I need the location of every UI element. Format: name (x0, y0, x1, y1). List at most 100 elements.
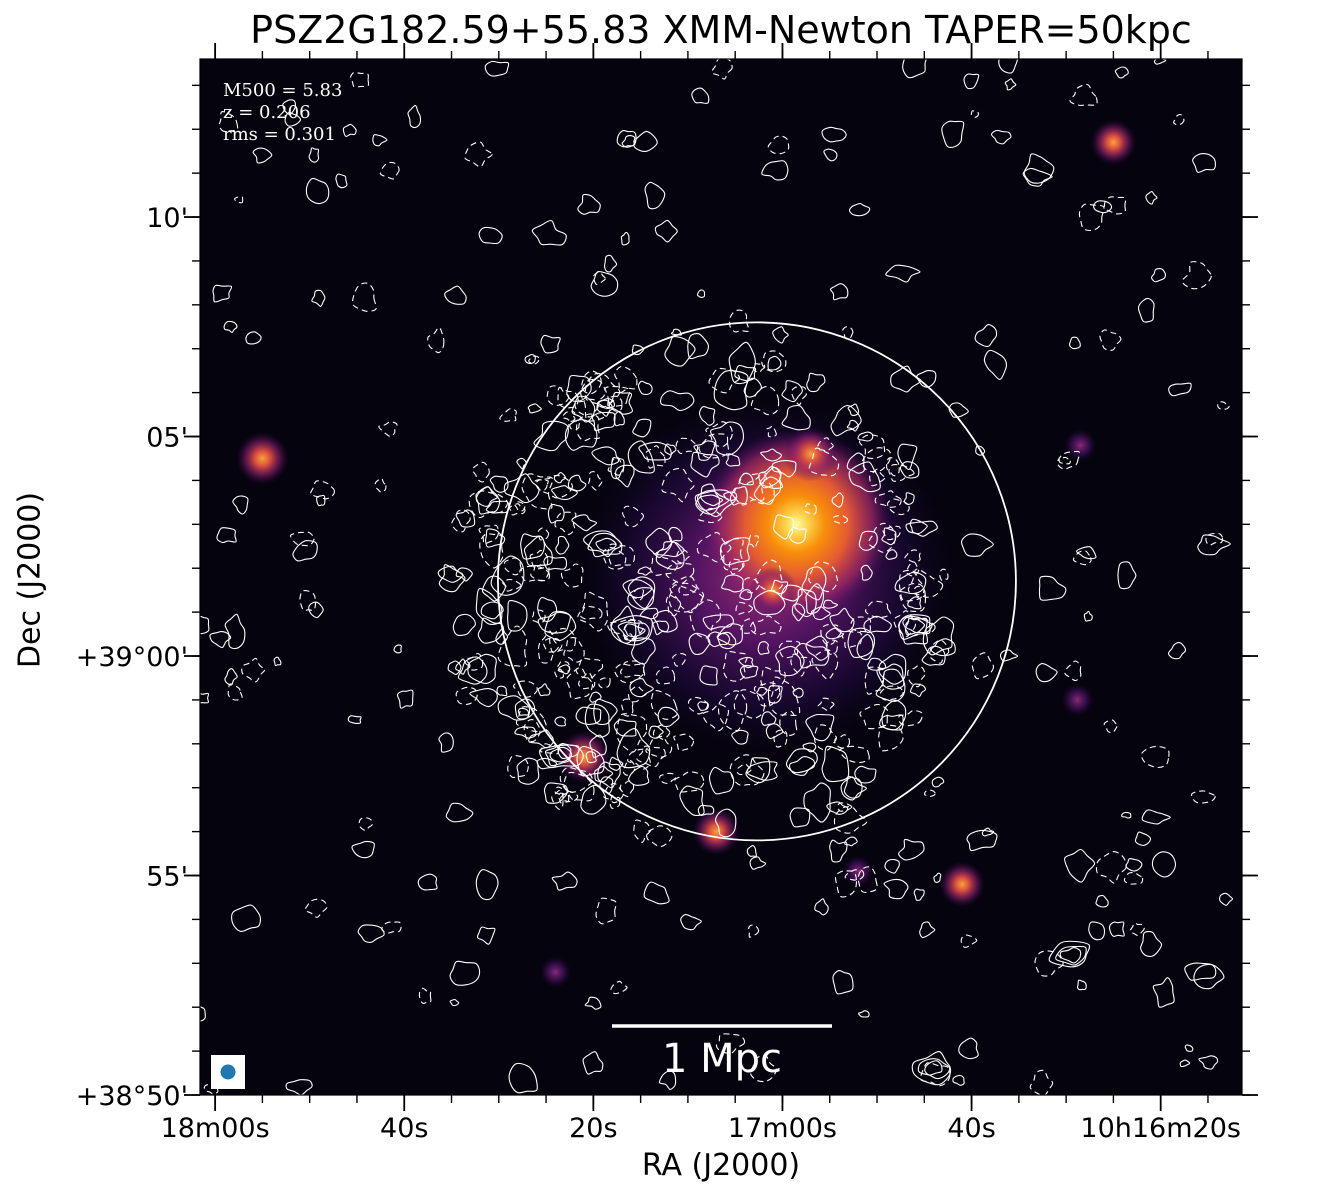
radio-contour (514, 501, 526, 512)
radio-contour (884, 858, 900, 874)
radio-contour (1056, 450, 1081, 470)
radio-contour (1167, 642, 1187, 660)
radio-contour (551, 485, 578, 501)
radio-contour (913, 888, 925, 901)
radio-contour (503, 473, 540, 504)
radio-contour (847, 627, 875, 659)
radio-contour (1029, 1069, 1054, 1095)
radio-contour (1141, 809, 1171, 825)
radio-contour (898, 569, 925, 602)
radio-contour (781, 404, 811, 431)
radio-contour (200, 1006, 206, 1022)
y-tick-label: 55' (146, 862, 188, 893)
radio-contour (549, 628, 576, 654)
radio-contour (650, 690, 679, 720)
radio-contour (1064, 848, 1096, 883)
radio-contour (245, 331, 262, 345)
radio-contour (907, 568, 944, 598)
radio-contour (960, 934, 978, 949)
radio-contour (1064, 660, 1082, 682)
radio-contour (697, 804, 715, 817)
radio-contour (372, 134, 388, 147)
radio-contour (790, 386, 807, 406)
radio-contour (200, 692, 210, 704)
radio-contour (1145, 190, 1158, 205)
radio-contour (609, 795, 621, 809)
radio-contour (643, 881, 670, 905)
radio-contour (575, 657, 604, 679)
radio-contour (864, 666, 885, 695)
radio-contour (576, 745, 605, 777)
radio-contour (563, 637, 585, 663)
radio-contour (803, 782, 831, 823)
radio-contour (904, 617, 936, 637)
radio-contour (308, 601, 324, 619)
radio-contour (304, 898, 328, 918)
radio-contour (822, 599, 839, 609)
xray-point-source (1060, 683, 1095, 717)
radio-contour (637, 380, 653, 395)
radio-contour (1134, 831, 1152, 846)
radio-contour (842, 326, 854, 340)
radio-contour (595, 897, 617, 925)
radio-contour (528, 729, 554, 749)
radio-contour (750, 385, 780, 416)
radio-contour (595, 537, 617, 552)
radio-contour (631, 587, 645, 601)
radio-contour (829, 839, 848, 863)
radio-contour (756, 686, 768, 696)
radio-contour (886, 498, 910, 516)
radio-contour (882, 525, 901, 541)
radio-contour (792, 687, 804, 698)
radio-contour (1048, 940, 1091, 968)
radio-contour (632, 418, 652, 438)
radio-contour (496, 685, 508, 697)
radio-contour (696, 489, 736, 518)
radio-contour (584, 703, 610, 738)
radio-contour (826, 801, 849, 815)
radio-contour (960, 533, 994, 557)
radio-contour (516, 457, 527, 470)
radio-contour (846, 420, 860, 432)
radio-contour (576, 413, 601, 442)
radio-contour (749, 1054, 777, 1083)
radio-contour (241, 657, 266, 683)
radio-contour (393, 644, 402, 654)
scale-bar-label: 1 Mpc (662, 1036, 782, 1082)
radio-contour (745, 473, 775, 505)
radio-contour (775, 645, 805, 677)
radio-contour (722, 650, 748, 682)
radio-contour (535, 479, 549, 492)
radio-contour (381, 921, 402, 934)
radio-contour (714, 808, 737, 838)
radio-contour (883, 878, 909, 900)
radio-contour (591, 446, 620, 466)
radio-contour (489, 475, 509, 493)
radio-contour (767, 355, 782, 371)
radio-contour (694, 490, 730, 511)
radio-contour (1076, 979, 1087, 991)
radio-contour (531, 219, 567, 246)
radio-contour (610, 457, 625, 480)
rms-label: rms = 0.301 (223, 124, 336, 145)
radio-contour (974, 324, 998, 347)
radio-contour (582, 1051, 604, 1075)
radio-contour (622, 579, 653, 599)
radio-contour (560, 563, 584, 588)
radio-contour (478, 226, 503, 245)
radio-contour (907, 596, 922, 610)
radio-contour (566, 666, 593, 700)
radio-contour (761, 350, 787, 373)
radio-contour (753, 476, 782, 505)
radio-contour (577, 193, 601, 215)
radio-contour (990, 129, 1012, 145)
radio-contour (857, 431, 874, 442)
radio-contour (292, 540, 318, 562)
radio-contour (616, 130, 637, 148)
radio-contour (817, 697, 835, 712)
y-tick-label: +38°50' (76, 1081, 188, 1112)
radio-contour (1152, 977, 1175, 1008)
xray-point-source (539, 955, 572, 989)
radio-contour (921, 645, 946, 666)
radio-contour (638, 441, 672, 461)
